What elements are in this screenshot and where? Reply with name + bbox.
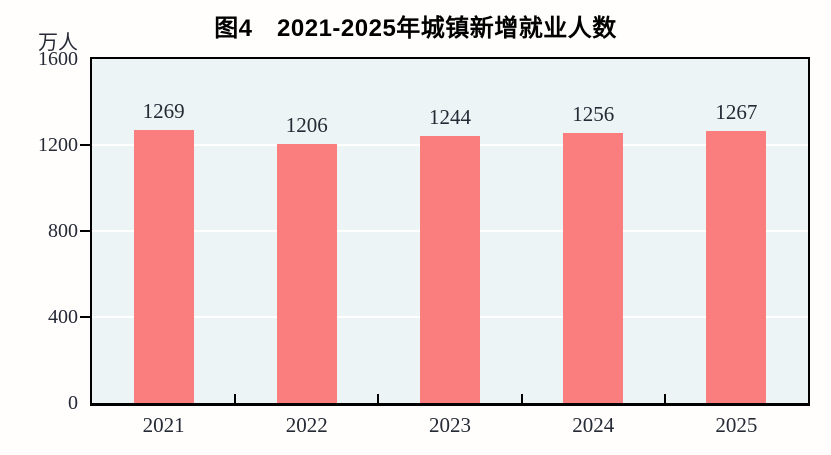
bar-2021 [133, 130, 194, 403]
y-tick-mark-1200 [80, 144, 90, 146]
x-axis-label-2024: 2024 [572, 413, 615, 437]
y-tick-mark-800 [80, 230, 90, 232]
bar-value-label-2022: 1206 [285, 112, 328, 137]
bar-2024 [563, 132, 624, 403]
x-axis-label-2021: 2021 [142, 413, 185, 437]
chart-title: 图4 2021-2025年城镇新增就业人数 [214, 15, 617, 42]
bar-value-label-2024: 1256 [572, 101, 615, 126]
x-tick-mark-3 [520, 394, 523, 403]
y-tick-label-400: 400 [48, 306, 78, 328]
y-tick-label-0: 0 [68, 392, 78, 414]
x-axis-label-2025: 2025 [715, 413, 758, 437]
y-tick-label-1200: 1200 [38, 134, 78, 156]
bar-2025 [706, 130, 767, 403]
x-tick-mark-1 [234, 394, 237, 403]
bar-2023 [420, 135, 480, 403]
x-axis-label-2022: 2022 [285, 413, 328, 437]
bar-value-label-2023: 1244 [428, 104, 471, 129]
y-tick-mark-400 [80, 316, 90, 318]
plot-area: 1269 1206 1244 1256 1267 [90, 57, 810, 406]
x-axis-label-2023: 2023 [428, 413, 471, 437]
x-tick-mark-4 [663, 394, 666, 403]
bar-value-label-2021: 1269 [142, 99, 185, 124]
x-tick-mark-2 [377, 394, 380, 403]
bar-2022 [276, 143, 337, 403]
y-tick-label-1600: 1600 [38, 48, 78, 70]
bar-value-label-2025: 1267 [715, 99, 758, 124]
y-axis-unit-label: 万人 [38, 32, 78, 54]
y-tick-label-800: 800 [48, 220, 78, 242]
